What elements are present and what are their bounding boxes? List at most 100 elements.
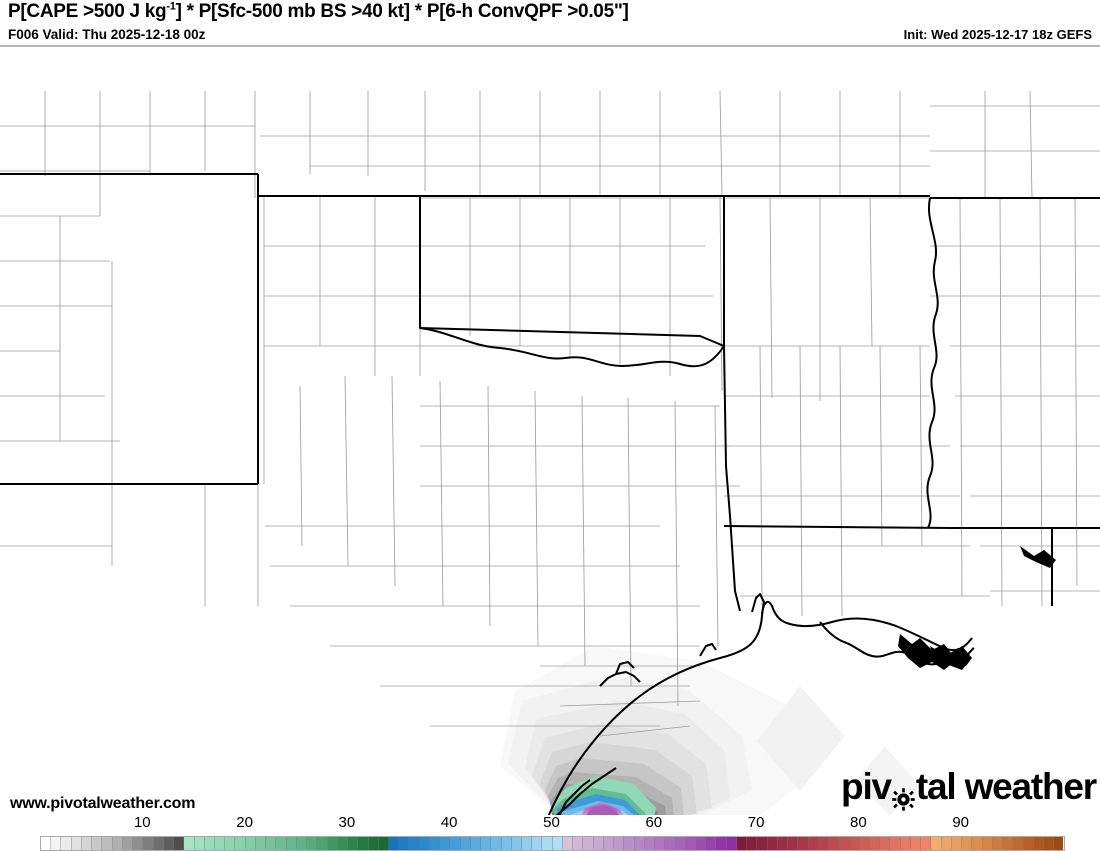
colorbar-cell — [225, 837, 236, 850]
colorbar-cell — [788, 837, 799, 850]
colorbar-cell — [511, 837, 523, 850]
county-boundaries — [0, 90, 1100, 737]
colorbar-tick: 10 — [133, 814, 151, 831]
colorbar-tick: 40 — [440, 814, 458, 831]
colorbar-cell — [583, 837, 594, 850]
colorbar-cell — [869, 837, 881, 850]
colorbar-cell — [429, 837, 441, 850]
colorbar-cell — [102, 837, 113, 850]
colorbar-cell — [163, 837, 175, 850]
colorbar-cell — [573, 837, 584, 850]
colorbar-cell — [245, 837, 256, 850]
colorbar-cell — [757, 837, 768, 850]
colorbar-cell — [972, 837, 983, 850]
colorbar-cell — [368, 837, 379, 850]
colorbar-cell — [900, 837, 911, 850]
colorbar-cell — [839, 837, 850, 850]
colorbar-cell — [153, 837, 164, 850]
pivotal-weather-logo: piv tal weather — [841, 766, 1097, 811]
colorbar-cell — [501, 837, 512, 850]
colorbar-cell — [337, 837, 349, 850]
colorbar-cell — [388, 837, 400, 850]
colorbar-cell — [552, 837, 563, 850]
colorbar-cell — [859, 837, 870, 850]
colorbar-cell — [440, 837, 451, 850]
colorbar-cell — [61, 837, 72, 850]
website-url-label: www.pivotalweather.com — [10, 795, 196, 812]
colorbar-cell — [327, 837, 338, 850]
colorbar-cell — [562, 837, 574, 850]
colorbar-cell — [951, 837, 963, 850]
colorbar-cell — [726, 837, 737, 850]
colorbar-cell — [542, 837, 553, 850]
colorbar-tick-labels: 10 20 30 40 50 60 70 80 90 — [0, 814, 1100, 835]
colorbar-gradient-strip[interactable] — [40, 836, 1065, 851]
colorbar-cell — [736, 837, 748, 850]
page-title: P[CAPE >500 J kg-1] * P[Sfc-500 mb BS >4… — [8, 0, 629, 22]
colorbar-tick: 70 — [747, 814, 765, 831]
colorbar-cell — [409, 837, 420, 850]
state-boundaries — [0, 173, 1100, 816]
colorbar-cell — [644, 837, 656, 850]
colorbar-cell — [777, 837, 789, 850]
logo-text-part2: tal weather — [915, 766, 1097, 807]
logo-text-part1: piv — [841, 766, 892, 807]
colorbar-cell — [194, 837, 205, 850]
colorbar-cell — [603, 837, 615, 850]
colorbar-cell — [992, 837, 1004, 850]
colorbar-cell — [307, 837, 318, 850]
colorbar-tick: 50 — [543, 814, 560, 831]
colorbar-cell — [1023, 837, 1034, 850]
colorbar-cell — [624, 837, 635, 850]
colorbar-cell — [808, 837, 819, 850]
colorbar-cell — [266, 837, 277, 850]
colorbar-cell — [41, 837, 52, 850]
colorbar-tick: 20 — [236, 814, 253, 831]
colorbar-cell — [204, 837, 215, 850]
map-canvas[interactable] — [0, 45, 1100, 816]
colorbar-cell — [481, 837, 492, 850]
colorbar-cell — [143, 837, 154, 850]
colorbar-cell — [184, 837, 195, 850]
map-header: P[CAPE >500 J kg-1] * P[Sfc-500 mb BS >4… — [0, 0, 1100, 45]
colorbar-cell — [255, 837, 267, 850]
colorbar-cell — [399, 837, 410, 850]
colorbar-cell — [112, 837, 123, 850]
colorbar-cell — [1033, 837, 1044, 850]
colorbar-tick: 90 — [952, 814, 970, 831]
colorbar-cell — [921, 837, 932, 850]
colorbar-cell — [614, 837, 625, 850]
valid-time-label: F006 Valid: Thu 2025-12-18 00z — [8, 27, 206, 42]
colorbar-tick: 30 — [338, 814, 356, 831]
colorbar-cell — [296, 837, 308, 850]
colorbar-cell — [696, 837, 707, 850]
colorbar-cell — [634, 837, 645, 850]
colorbar-cell — [276, 837, 287, 850]
init-time-label: Init: Wed 2025-12-17 18z GEFS — [903, 27, 1092, 42]
colorbar-cell — [122, 837, 134, 850]
colorbar-cell — [829, 837, 840, 850]
colorbar-cell — [1013, 837, 1024, 850]
colorbar-cell — [450, 837, 461, 850]
colorbar-cell — [982, 837, 993, 850]
colorbar-cell — [348, 837, 359, 850]
colorbar-cell — [491, 837, 502, 850]
map-vector-layer — [0, 46, 1100, 816]
colorbar-cell — [378, 837, 389, 850]
colorbar-cell — [706, 837, 717, 850]
colorbar-cell — [880, 837, 891, 850]
colorbar-cell — [655, 837, 666, 850]
probability-field-core — [552, 776, 656, 816]
colorbar-cell — [174, 837, 185, 850]
colorbar-cell — [286, 837, 297, 850]
colorbar[interactable]: 10 20 30 40 50 60 70 80 90 — [0, 814, 1100, 851]
colorbar-cell — [81, 837, 93, 850]
colorbar-cell — [685, 837, 696, 850]
colorbar-cell — [92, 837, 103, 850]
colorbar-cell — [849, 837, 860, 850]
colorbar-cell — [798, 837, 809, 850]
colorbar-cell — [71, 837, 82, 850]
colorbar-cell — [1054, 837, 1064, 850]
colorbar-cell — [470, 837, 482, 850]
